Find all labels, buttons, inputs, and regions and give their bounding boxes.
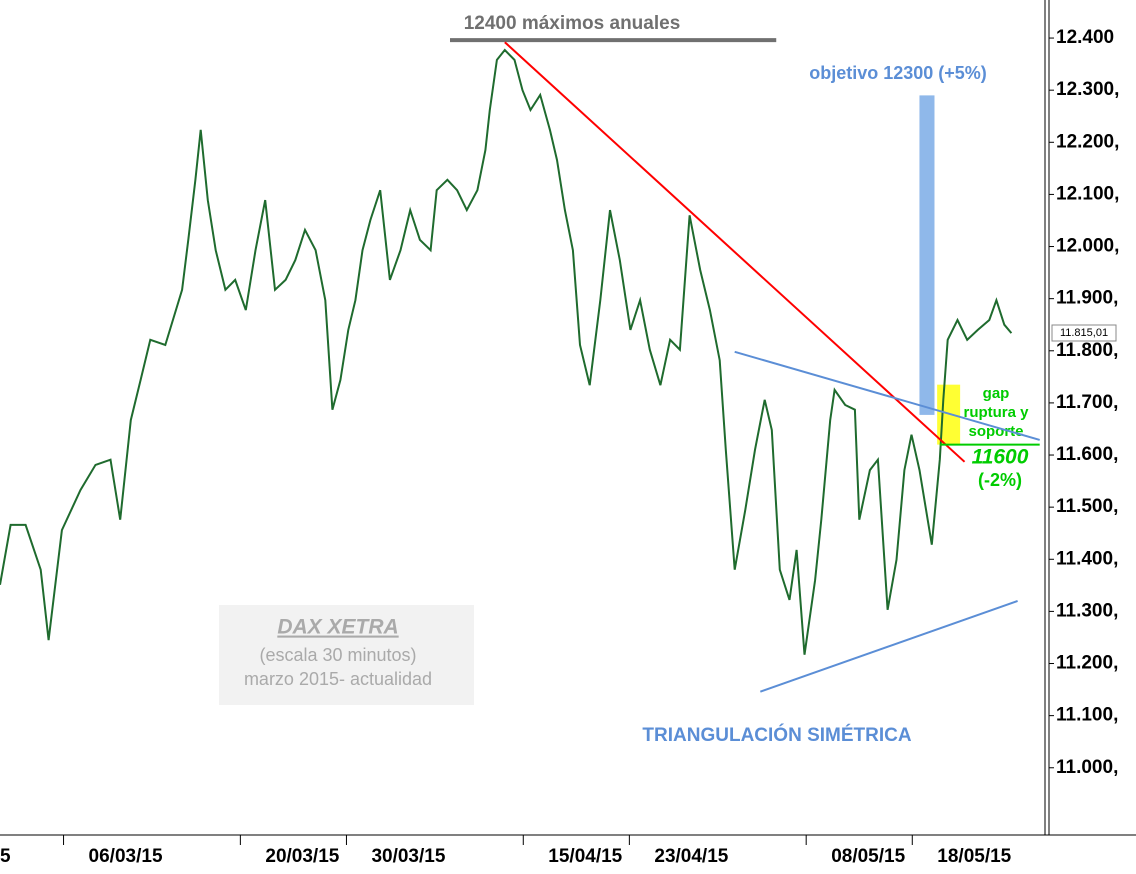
x-tick-label: 15/04/15 — [548, 846, 622, 867]
annotation: objetivo 12300 (+5%) — [809, 63, 987, 83]
y-tick-label: 12.400 — [1056, 27, 1114, 48]
info-scale: (escala 30 minutos) — [259, 645, 416, 665]
y-tick-label: 12.100, — [1056, 183, 1119, 204]
x-tick-label: 23/04/15 — [654, 846, 728, 867]
y-tick-label: 12.300, — [1056, 79, 1119, 100]
x-tick-label: 08/05/15 — [831, 846, 905, 867]
trend-line — [734, 350, 1040, 441]
trend-line — [504, 41, 966, 463]
y-tick-label: 11.400, — [1056, 548, 1118, 569]
price-flag — [1051, 324, 1117, 342]
x-tick-label: 20/03/15 — [265, 846, 339, 867]
y-tick-label: 12.000, — [1056, 236, 1119, 257]
annotation: gap — [983, 385, 1010, 402]
annotation: soporte — [968, 423, 1023, 440]
x-tick-label: 06/03/15 — [89, 846, 163, 867]
x-tick-label: 5 — [0, 846, 11, 867]
y-tick-label: 11.600, — [1056, 444, 1118, 465]
y-tick-label: 11.700, — [1056, 392, 1118, 413]
annotation: (-2%) — [978, 470, 1022, 490]
y-tick-label: 11.100, — [1056, 705, 1118, 726]
y-tick-label: 11.500, — [1056, 496, 1118, 517]
y-tick-label: 11.200, — [1056, 653, 1118, 674]
x-tick-label: 18/05/15 — [937, 846, 1011, 867]
band — [919, 95, 935, 415]
price-line — [0, 48, 1013, 655]
annotation: TRIANGULACIÓN SIMÉTRICA — [642, 724, 911, 746]
y-tick-label: 11.800, — [1056, 340, 1118, 361]
info-period: marzo 2015- actualidad — [244, 669, 432, 689]
info-box — [219, 605, 474, 705]
annotation: ruptura y — [963, 404, 1029, 421]
annotation: 11600 — [972, 446, 1029, 469]
y-tick-label: 12.200, — [1056, 131, 1119, 152]
annotation: 12400 máximos anuales — [464, 13, 681, 34]
x-tick-label: 30/03/15 — [371, 846, 445, 867]
info-title: DAX XETRA — [277, 616, 398, 639]
y-tick-label: 11.000, — [1056, 757, 1118, 778]
y-tick-label: 11.300, — [1056, 600, 1118, 621]
trend-line — [759, 600, 1018, 693]
y-tick-label: 11.900, — [1056, 288, 1118, 309]
price-flag-label: 11.815,01 — [1060, 327, 1108, 339]
